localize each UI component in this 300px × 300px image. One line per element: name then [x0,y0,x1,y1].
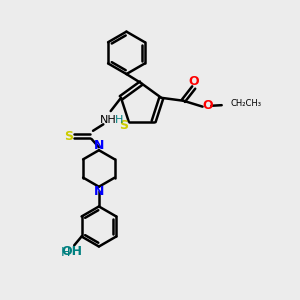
Text: N: N [94,139,104,152]
Text: S: S [64,130,73,142]
Text: O: O [188,75,199,88]
Text: S: S [119,118,128,131]
Text: O: O [202,99,213,112]
Text: CH₂CH₃: CH₂CH₃ [230,99,262,108]
Text: H: H [61,246,70,259]
Text: N: N [94,184,104,198]
Text: H: H [115,116,123,125]
Text: OH: OH [62,245,83,258]
Text: NH: NH [99,115,116,125]
